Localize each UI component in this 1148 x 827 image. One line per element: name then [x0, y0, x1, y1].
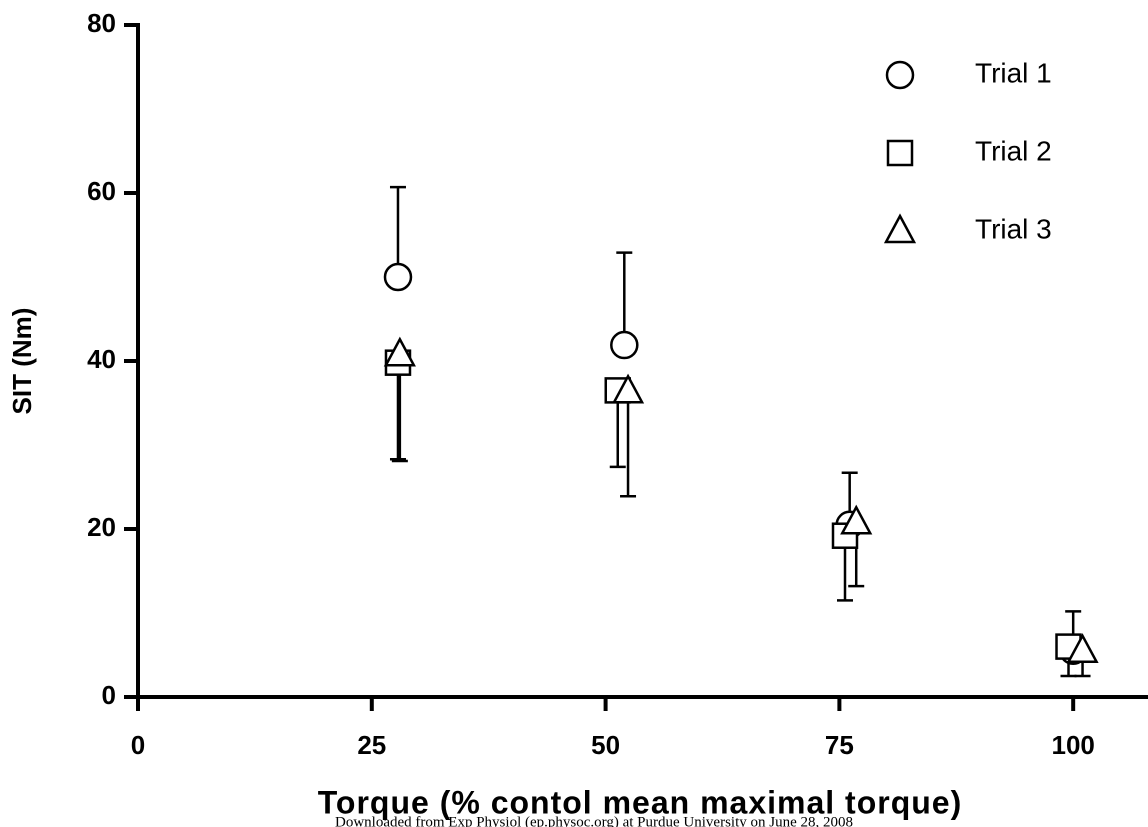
error-bar [389, 185, 406, 277]
y-tick-label: 80 [87, 8, 116, 38]
x-tick-label: 0 [131, 730, 145, 760]
x-tick-label: 75 [825, 730, 854, 760]
legend-label: Trial 2 [975, 135, 1052, 166]
legend-marker [885, 60, 915, 90]
y-axis-label: SIT (Nm) [7, 308, 37, 415]
marker [383, 336, 416, 367]
x-axis-label: Torque (% contol mean maximal torque) [318, 784, 962, 820]
error-bar [616, 251, 633, 346]
marker [1066, 633, 1099, 664]
marker [611, 373, 645, 404]
x-tick-label: 50 [591, 730, 620, 760]
legend-marker [883, 213, 917, 244]
marker [383, 262, 413, 292]
x-tick-label: 25 [357, 730, 386, 760]
marker [840, 504, 873, 535]
legend-label: Trial 3 [975, 213, 1052, 244]
y-tick-label: 0 [102, 680, 116, 710]
error-bar [620, 391, 637, 498]
source-note: Downloaded from Exp Physiol (ep.physoc.o… [335, 814, 853, 827]
marker [610, 330, 639, 360]
y-tick-label: 20 [87, 512, 116, 542]
error-bar [389, 362, 406, 461]
x-tick-label: 100 [1051, 730, 1094, 760]
y-tick-label: 40 [87, 344, 116, 374]
legend-marker [886, 139, 914, 167]
y-tick-label: 60 [87, 176, 116, 206]
legend-label: Trial 1 [975, 57, 1052, 88]
